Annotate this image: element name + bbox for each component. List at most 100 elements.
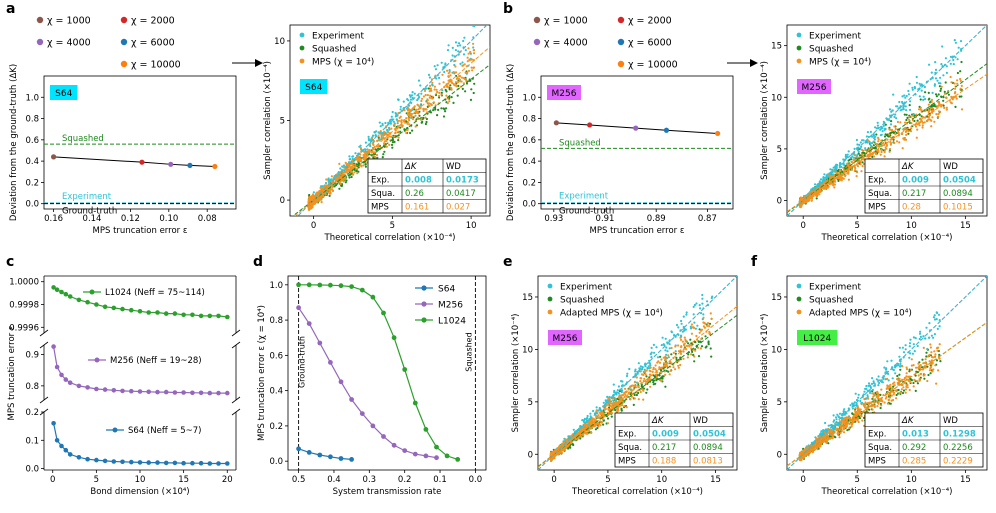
a-right-point (453, 84, 456, 87)
b-right-point (913, 87, 917, 90)
b-right-point (889, 123, 893, 126)
e-point (700, 345, 704, 348)
b-right-point (939, 87, 943, 90)
a-right-point (383, 150, 386, 153)
b-right-point (929, 105, 933, 108)
c-point (120, 306, 125, 312)
e-point (674, 350, 677, 353)
d-point (402, 448, 408, 453)
b-right-ytick-label: 5 (777, 145, 782, 155)
e-point (590, 419, 593, 422)
a-right-point (393, 123, 396, 126)
b-right-point (959, 40, 963, 43)
b-right-fit-line-0 (787, 25, 987, 216)
a-left-xlabel: MPS truncation error ε (93, 226, 188, 236)
b-right-point (883, 155, 886, 158)
c-point (111, 459, 117, 464)
b-right-point (846, 153, 849, 156)
b-left-legend-marker-2 (533, 38, 541, 46)
b-right-point (893, 141, 896, 145)
e-xtick-label: 15 (710, 475, 721, 485)
b-right-point (940, 85, 943, 88)
e-point (601, 418, 605, 421)
b-right-point (955, 97, 958, 100)
e-point (706, 324, 709, 327)
e-point (649, 385, 652, 388)
c-point (85, 299, 90, 305)
b-right-point (898, 100, 901, 104)
e-point (650, 346, 653, 349)
d-point (306, 321, 312, 326)
b-right-point (859, 147, 862, 150)
a-right-point (331, 185, 334, 189)
a-right-point (418, 114, 421, 117)
b-right-point (911, 86, 914, 89)
b-right-point (861, 154, 865, 157)
a-right-point (449, 74, 452, 77)
a-left-legend-marker-4 (120, 60, 128, 68)
e-point (660, 369, 663, 372)
a-right-point (390, 115, 393, 118)
d-ytick-label: 1.0 (269, 281, 283, 291)
b-right-point (923, 98, 927, 101)
c-point (137, 460, 143, 465)
b-right-point (960, 60, 963, 64)
b-right-point (916, 128, 919, 131)
b-right-point (856, 171, 859, 174)
d-point (338, 283, 344, 289)
e-point (617, 392, 620, 395)
e-point (684, 338, 687, 341)
a-right-point (315, 199, 318, 202)
a-left-legend-label-0: χ = 1000 (47, 16, 91, 27)
d-frame (287, 275, 487, 471)
a-right-point (445, 107, 448, 110)
e-point (689, 325, 692, 328)
a-right-point (466, 60, 469, 63)
b-right-point (918, 82, 921, 85)
e-point (664, 373, 667, 376)
b-left-ylabel: Deviation from the ground-truth (ΔK) (506, 64, 516, 221)
b-right-point (894, 113, 897, 116)
e-point (696, 338, 699, 341)
e-point (655, 346, 658, 349)
b-right-point (923, 121, 926, 124)
c-point (163, 311, 169, 316)
d-point (317, 340, 323, 346)
b-right-point (895, 117, 898, 120)
a-right-ytick-label: 5 (280, 117, 285, 127)
b-right-point (901, 147, 904, 150)
a-right-point (434, 68, 438, 71)
a-right-point (459, 44, 462, 47)
a-right-point (409, 95, 412, 98)
e-point (643, 377, 646, 380)
e-point (598, 411, 601, 414)
a-right-point (319, 186, 322, 189)
b-right-point (839, 174, 843, 177)
b-right-point (908, 108, 912, 111)
e-point (693, 360, 696, 363)
a-right-point (456, 44, 459, 47)
c-legend-label-0: L1024 (Neff = 75~114) (105, 288, 205, 298)
b-right-point (882, 124, 885, 127)
a-right-point (351, 155, 354, 158)
panel-letter-b: b (503, 1, 513, 17)
b-right-point (820, 183, 823, 187)
a-right-point (424, 108, 427, 111)
a-right-point (419, 107, 422, 110)
b-right-point (869, 154, 872, 157)
b-right-point (932, 104, 935, 107)
b-right-point (904, 130, 908, 133)
b-right-point (950, 81, 953, 84)
c-point (137, 389, 143, 394)
e-point (596, 426, 599, 430)
b-right-point (854, 154, 857, 157)
d-vline-label-0: Ground-truth (298, 336, 307, 388)
b-right-point (920, 89, 923, 92)
e-point (680, 322, 683, 325)
d-xlabel: System transmission rate (333, 487, 442, 497)
c-point (129, 388, 134, 394)
a-right-table-cell: MPS (371, 203, 389, 213)
b-left-tag-label: M256 (552, 89, 577, 99)
b-right-point (937, 113, 940, 116)
